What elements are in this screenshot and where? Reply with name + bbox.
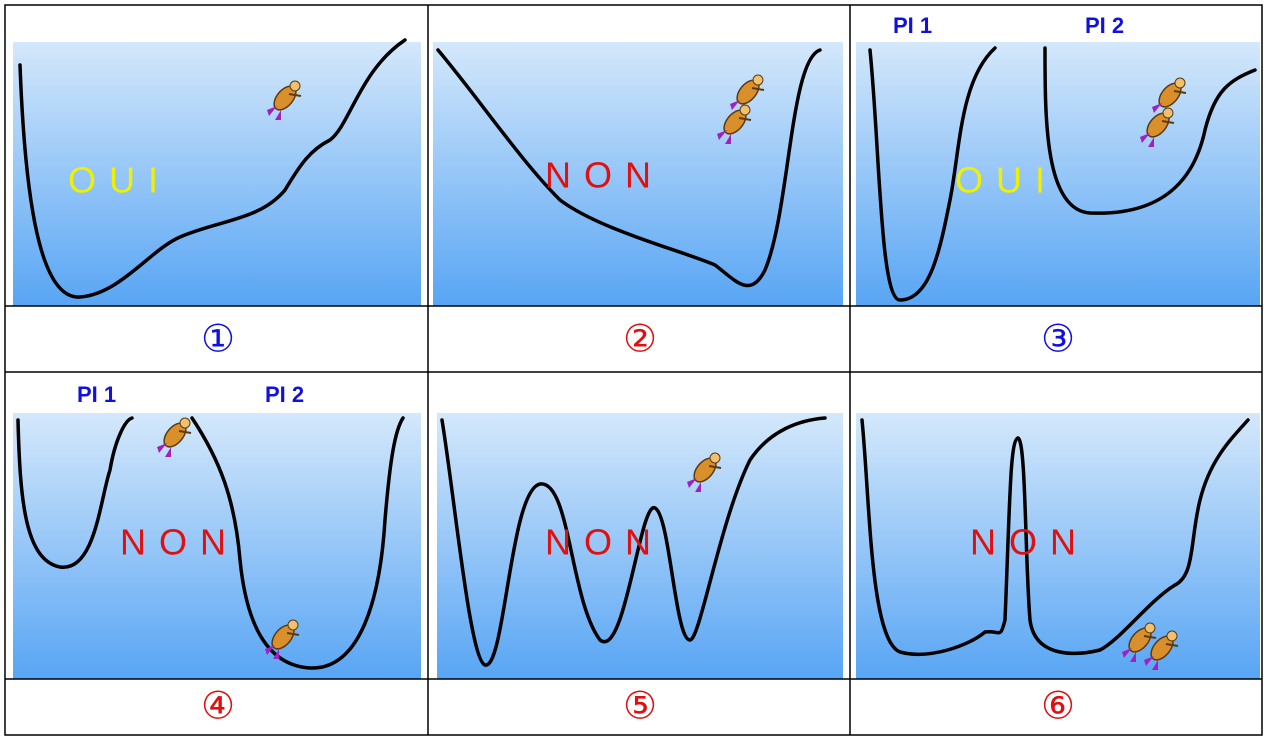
pi-label: PI 1	[77, 382, 116, 407]
verdict: NON	[120, 522, 239, 563]
panel-number: ④	[201, 684, 235, 728]
panel-number: ⑤	[623, 684, 657, 728]
water	[13, 42, 1260, 679]
pi-label: PI 2	[1085, 13, 1124, 38]
panel-number: ⑥	[1041, 684, 1075, 728]
pi-label: PI 2	[265, 382, 304, 407]
verdict: NON	[545, 522, 664, 563]
diagram: OUI NON OUI NON NON NON PI 1 PI 2 PI 1 P…	[0, 0, 1267, 738]
verdict: NON	[545, 155, 664, 196]
verdict: OUI	[68, 160, 171, 201]
pi-label: PI 1	[893, 13, 932, 38]
verdict: NON	[970, 522, 1089, 563]
verdict: OUI	[955, 160, 1058, 201]
panel-number: ③	[1041, 317, 1075, 361]
panel-number: ①	[201, 317, 235, 361]
panel-number: ②	[623, 317, 657, 361]
